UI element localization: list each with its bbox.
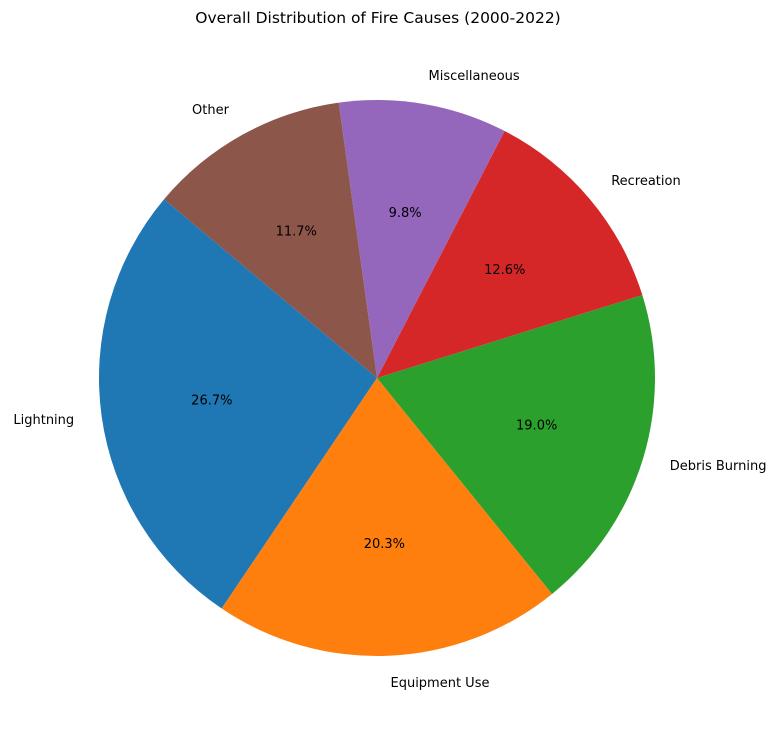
pie-slice-other — [164, 102, 377, 379]
pie-slice-recreation — [377, 131, 643, 378]
slice-percent-label: 11.7% — [276, 225, 317, 240]
labels-layer: Lightning 26.7% Equipment Use 20.3% Debris B… — [13, 69, 766, 691]
slice-label: Lightning — [13, 413, 74, 428]
chart-title: Overall Distribution of Fire Causes (200… — [195, 9, 560, 27]
slice-label: Debris Burning — [670, 459, 767, 474]
slice-percent-label: 12.6% — [484, 263, 525, 278]
pie-slice-miscellaneous — [338, 100, 505, 378]
slice-label: Other — [192, 103, 230, 118]
pie-slice-lightning — [98, 199, 378, 609]
slice-percent-label: 26.7% — [191, 394, 232, 409]
pie-slice-equipment-use — [221, 378, 553, 656]
slice-percent-label: 20.3% — [364, 537, 405, 552]
slice-label: Recreation — [611, 174, 681, 189]
slice-label: Miscellaneous — [429, 69, 520, 84]
slice-percent-label: 9.8% — [389, 206, 422, 221]
pie-slice-debris-burning — [377, 295, 655, 594]
slice-label: Equipment Use — [390, 676, 489, 691]
slice-percent-label: 19.0% — [516, 419, 557, 434]
slices-layer — [98, 100, 655, 656]
